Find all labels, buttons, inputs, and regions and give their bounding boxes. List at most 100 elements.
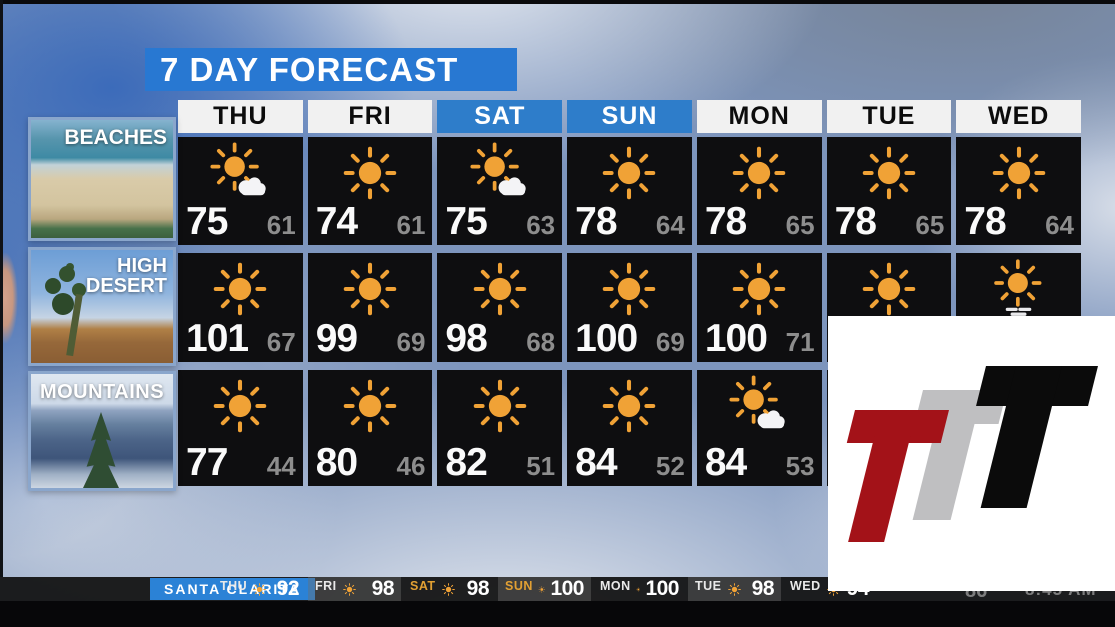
forecast-cell: 78 64 <box>956 137 1081 245</box>
high-temp: 101 <box>186 317 249 360</box>
ticker-day-label: SUN <box>505 579 533 593</box>
forecast-cell: 74 61 <box>307 137 433 245</box>
high-temp: 98 <box>445 317 487 360</box>
day-label: SAT <box>474 102 526 130</box>
ticker-temp: 92 <box>276 577 300 600</box>
high-temp: 74 <box>315 200 358 243</box>
low-temp: 64 <box>655 210 685 240</box>
ticker-day-label: TUE <box>695 579 722 593</box>
forecast-cell: 78 65 <box>826 137 952 245</box>
forecast-cell: 99 69 <box>307 253 433 362</box>
weather-icon <box>209 258 271 320</box>
day-label: SUN <box>601 102 658 130</box>
sun-icon <box>636 582 641 597</box>
day-label: MON <box>728 102 790 130</box>
forecast-title: 7 DAY FORECAST <box>160 51 459 88</box>
day-header-mon: MON <box>696 100 822 133</box>
low-temp: 67 <box>266 327 296 357</box>
weather-icon <box>728 375 790 437</box>
weather-icon <box>858 142 920 204</box>
logo-letter-t-red <box>822 410 949 542</box>
forecast-cell: 101 67 <box>178 253 303 362</box>
weather-icon <box>728 258 790 320</box>
ticker-location-badge: SANTA CLARITA <box>150 578 315 600</box>
forecast-cell: 98 68 <box>437 253 563 362</box>
high-temp: 84 <box>575 441 617 484</box>
weather-icon <box>598 258 660 320</box>
ticker-location: SANTA CLARITA <box>164 581 301 597</box>
high-temp: 80 <box>315 441 358 484</box>
low-temp: 44 <box>266 451 296 481</box>
high-temp: 100 <box>704 317 768 360</box>
region-photo-high-desert: HIGH DESERT <box>28 247 176 366</box>
high-temp: 84 <box>704 441 747 484</box>
low-temp: 69 <box>396 327 426 357</box>
high-temp: 78 <box>834 200 877 243</box>
forecast-title-banner: 7 DAY FORECAST <box>145 48 517 91</box>
weather-icon <box>469 375 531 437</box>
ticker-item: THU 92 <box>213 577 306 601</box>
low-temp: 52 <box>655 451 685 481</box>
day-label: FRI <box>348 102 392 130</box>
forecast-cell: 78 65 <box>696 137 822 245</box>
sun-icon <box>342 582 357 597</box>
weather-icon <box>469 258 531 320</box>
forecast-cell: 77 44 <box>178 370 303 486</box>
region-photo-beaches: BEACHES <box>28 117 176 241</box>
ticker-day-label: WED <box>790 579 821 593</box>
station-logo-box <box>828 316 1115 591</box>
weather-icon <box>469 142 531 204</box>
ticker-day-label: MON <box>600 579 631 593</box>
high-temp: 78 <box>964 200 1006 243</box>
region-label-beaches: BEACHES <box>64 126 167 149</box>
low-temp: 63 <box>526 210 556 240</box>
ticker-day-label: FRI <box>315 579 337 593</box>
presenter-hand <box>0 252 18 344</box>
high-temp: 82 <box>445 441 487 484</box>
ticker-item: MON 100 <box>593 577 686 601</box>
day-header-fri: FRI <box>307 100 433 133</box>
weather-icon <box>209 142 271 204</box>
weather-icon <box>339 142 401 204</box>
sun-icon <box>252 582 267 597</box>
forecast-cell: 75 61 <box>178 137 303 245</box>
low-temp: 53 <box>785 451 815 481</box>
sun-icon <box>727 582 742 597</box>
high-temp: 78 <box>704 200 747 243</box>
forecast-cell: 82 51 <box>437 370 563 486</box>
weather-icon <box>988 142 1050 204</box>
ticker-item: FRI 98 <box>308 577 401 601</box>
left-edge-bar <box>0 0 3 577</box>
ticker-item: SUN 100 <box>498 577 591 601</box>
forecast-cell: 84 53 <box>696 370 822 486</box>
region-label-high-desert: HIGH DESERT <box>85 255 167 297</box>
day-label: WED <box>987 102 1050 130</box>
sun-icon <box>441 582 456 597</box>
ticker-temp: 98 <box>751 577 775 600</box>
sun-icon <box>538 582 546 597</box>
low-temp: 51 <box>526 451 556 481</box>
high-temp: 78 <box>575 200 617 243</box>
day-header-wed: WED <box>956 100 1081 133</box>
forecast-cell: 100 69 <box>567 253 692 362</box>
logo-letter-t-black <box>951 366 1098 508</box>
low-temp: 65 <box>915 210 945 240</box>
day-header-sun: SUN <box>567 100 692 133</box>
high-temp: 75 <box>445 200 487 243</box>
high-temp: 75 <box>186 200 228 243</box>
low-temp: 69 <box>655 327 685 357</box>
day-header-sat: SAT <box>437 100 563 133</box>
ticker-temp: 98 <box>371 577 395 600</box>
low-temp: 61 <box>266 210 296 240</box>
top-letterbox-bar <box>0 0 1115 4</box>
day-label: TUE <box>862 102 916 130</box>
forecast-cell: 84 52 <box>567 370 692 486</box>
low-temp: 64 <box>1045 210 1074 240</box>
weather-icon <box>209 375 271 437</box>
region-label-mountains: MOUNTAINS <box>39 381 165 403</box>
ticker-temp: 98 <box>466 577 490 600</box>
low-temp: 61 <box>396 210 426 240</box>
forecast-cell: 78 64 <box>567 137 692 245</box>
ticker-day-label: SAT <box>410 579 436 593</box>
day-header-thu: THU <box>178 100 303 133</box>
